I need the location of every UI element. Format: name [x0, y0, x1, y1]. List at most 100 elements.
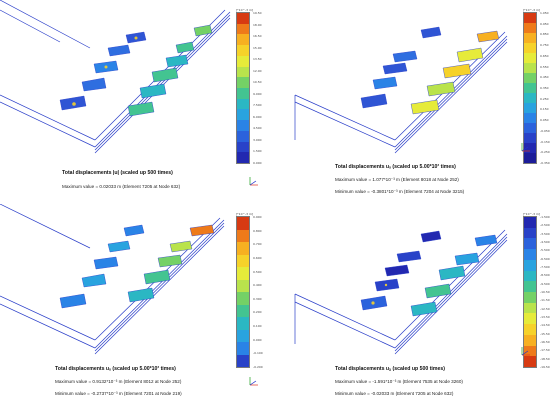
legend-tick-label: 9.000	[253, 91, 262, 96]
legend-tick-label: 19.50	[253, 11, 262, 15]
legend-tick-label: -18.50	[540, 356, 550, 361]
legend-tick-label: 1.050	[540, 11, 549, 15]
panel-title: Total displacements uₓ (scaled up 5.00*1…	[335, 164, 456, 170]
legend-tick-label: 0.300	[253, 296, 262, 301]
legend-tick-label: 0.100	[253, 324, 262, 329]
legend-tick-label: 10.50	[253, 80, 262, 85]
legend-tick-label: -0.050	[540, 128, 550, 133]
legend-color-band	[237, 77, 249, 89]
legend-unit: [*10^-3 m]	[523, 8, 541, 12]
legend-tick-label: 0.150	[540, 107, 549, 112]
legend-tick-label: 0.900	[253, 215, 262, 219]
legend-color-band	[524, 113, 536, 124]
legend-color-band	[237, 141, 249, 153]
legend-color-band	[237, 66, 249, 78]
legend-color-band	[524, 103, 536, 114]
legend-tick-label: 0.400	[253, 283, 262, 288]
legend-unit: [*10^-3 m]	[236, 8, 254, 12]
legend-color-band	[237, 98, 249, 110]
legend-color-band	[524, 13, 536, 24]
legend-tick-label: -15.50	[540, 331, 550, 336]
legend-tick-label: 16.50	[253, 34, 262, 39]
legend-color-band	[237, 130, 249, 142]
legend-color-band	[524, 227, 536, 239]
max-value-text: Maximum value = 0.9132*10⁻³ m (Element 8…	[55, 379, 182, 384]
legend-tick-label: 0.250	[540, 96, 549, 101]
legend-color-band	[237, 279, 249, 293]
legend-tick-label: 0.800	[253, 228, 262, 233]
legend-color-band	[237, 342, 249, 355]
legend-color-band	[237, 55, 249, 67]
legend-color-band	[237, 88, 249, 99]
legend-tick-label: -5.500	[540, 248, 550, 253]
legend-color-band	[524, 33, 536, 44]
legend-color-band	[524, 53, 536, 64]
color-legend: -1.500 -2.500 -3.500 -4.500 -5.500 -6.500 -7.5…	[523, 215, 550, 369]
min-value-text: Minimum value = -0.2737*10⁻³ m (Element …	[55, 391, 182, 396]
legend-color-band	[237, 242, 249, 255]
axis-triad-icon	[520, 140, 532, 152]
legend-color-band	[524, 345, 536, 357]
legend-color-band	[237, 34, 249, 46]
legend-color-band	[524, 23, 536, 34]
legend-tick-label: -0.350	[540, 161, 550, 165]
legend-tick-label: -16.50	[540, 340, 550, 344]
legend-color-band	[524, 133, 536, 144]
legend-color-band	[524, 334, 536, 346]
legend-tick-label: -13.50	[540, 315, 550, 319]
legend-color-band	[237, 254, 249, 268]
footing-plates	[59, 224, 215, 309]
panel-title: Total displacements uᵪ (scaled up 500 ti…	[335, 366, 445, 372]
model-view	[0, 0, 231, 154]
panel-title: Total displacements |u| (scaled up 500 t…	[62, 170, 173, 176]
legend-tick-label: 0.450	[540, 75, 549, 80]
legend-color-band	[237, 217, 249, 230]
footing-plates	[360, 230, 498, 317]
legend-color-band	[237, 317, 249, 330]
legend-color-band	[524, 313, 536, 325]
legend-tick-label: 0.850	[540, 32, 549, 37]
legend-color-band	[524, 123, 536, 134]
legend-tick-label: 0.350	[540, 86, 549, 90]
legend-tick-label: 12.00	[253, 68, 262, 73]
legend-tick-label: -7.500	[540, 265, 550, 269]
legend-color-band	[524, 238, 536, 250]
color-legend: 1.050 0.950 0.850 0.750 0.650 0.550 0.450 0.350…	[523, 11, 550, 165]
legend-color-band	[237, 45, 249, 57]
legend-color-band	[524, 217, 536, 228]
legend-tick-label: -9.500	[540, 281, 550, 286]
model-view	[294, 26, 508, 154]
legend-tick-label: -4.500	[540, 240, 550, 244]
axis-triad-icon	[248, 374, 260, 386]
legend-unit: [*10^-3 m]	[523, 212, 541, 216]
legend-color-band	[524, 143, 536, 154]
legend-tick-label: 0.050	[540, 118, 549, 123]
legend-color-band	[237, 109, 249, 121]
legend-tick-label: 7.500	[253, 103, 262, 108]
panel-total-displacement: [*10^-3 m] 19.50 18.00 16.50 15.00 13.50 12.0…	[0, 0, 275, 204]
legend-tick-label: 13.50	[253, 57, 262, 62]
legend-color-band	[237, 292, 249, 305]
panel-displacement-z: [*10^-3 m] -1.500 -2.500 -3.500 -4.500 -5.50…	[275, 204, 550, 408]
legend-tick-label: -1.500	[540, 215, 550, 219]
legend-color-band	[524, 324, 536, 336]
legend-tick-label: 0.950	[540, 21, 549, 26]
legend-color-band	[237, 267, 249, 280]
legend-tick-label: -17.50	[540, 348, 550, 353]
legend-color-band	[524, 83, 536, 94]
legend-tick-label: 0.750	[540, 43, 549, 48]
legend-tick-label: 1.500	[253, 149, 262, 154]
legend-color-band	[237, 152, 249, 164]
legend-tick-label: -19.50	[540, 365, 550, 369]
legend-color-band	[237, 304, 249, 318]
max-value-text: Maximum value = 0.02033 m (Element 7205 …	[62, 184, 181, 189]
min-value-text: Minimum value = -0.02033 m (Element 7205…	[335, 391, 454, 396]
legend-tick-label: -3.500	[540, 231, 550, 236]
model-view	[0, 204, 225, 355]
legend-color-band	[524, 281, 536, 293]
legend-tick-label: -8.500	[540, 273, 550, 278]
legend-tick-label: -14.50	[540, 323, 550, 328]
legend-tick-label: 15.00	[253, 45, 262, 50]
legend-tick-label: -11.50	[540, 298, 550, 303]
legend-color-band	[524, 270, 536, 282]
